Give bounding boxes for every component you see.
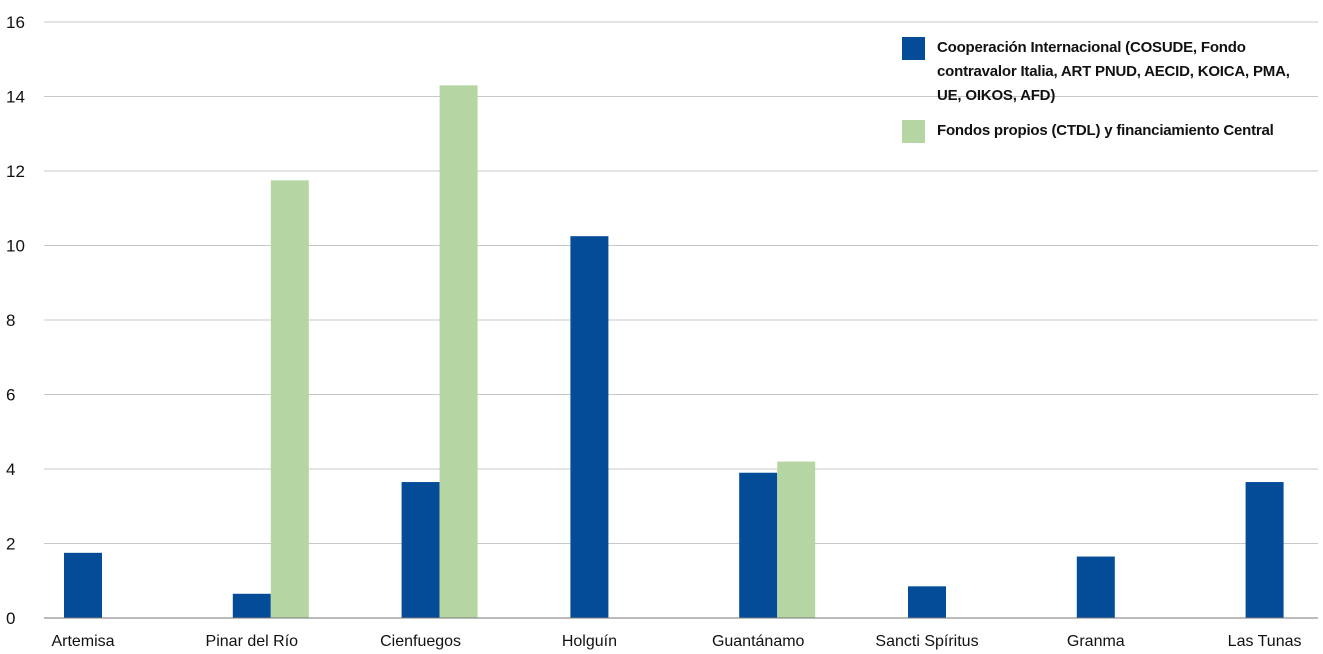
y-axis: 0 2 4 6 8 10 12 14 16: [6, 13, 25, 628]
legend-label-series-1: Cooperación Internacional (COSUDE, Fondo…: [937, 39, 1290, 104]
legend-label-series-2: Fondos propios (CTDL) y financiamiento C…: [937, 122, 1274, 139]
gridlines: [44, 21, 1318, 544]
x-category-label: Holguín: [562, 633, 617, 650]
bar-cooperacion: [739, 472, 778, 618]
bar-cooperacion: [570, 236, 609, 618]
bar-cooperacion: [232, 593, 271, 618]
y-tick-label: 6: [6, 386, 15, 405]
bar-fondos-propios: [270, 180, 309, 618]
bar-cooperacion: [401, 482, 440, 618]
x-axis: Artemisa Pinar del Río Cienfuegos Holguín Gu…: [44, 617, 1318, 650]
bar-cooperacion: [1245, 482, 1284, 618]
y-tick-label: 0: [6, 609, 15, 628]
y-tick-label: 2: [6, 535, 15, 554]
y-tick-label: 4: [6, 460, 15, 479]
bar-cooperacion: [1076, 556, 1115, 618]
x-category-label: Las Tunas: [1228, 633, 1302, 650]
legend-item-series-1: Cooperación Internacional (COSUDE, Fondo…: [902, 36, 1317, 108]
x-category-label: Cienfuegos: [380, 633, 461, 650]
y-tick-label: 14: [6, 88, 25, 107]
y-tick-label: 16: [6, 13, 25, 32]
y-tick-label: 12: [6, 162, 25, 181]
x-category-label: Guantánamo: [712, 633, 805, 650]
x-category-label: Artemisa: [51, 633, 114, 650]
bar-cooperacion: [64, 552, 102, 618]
legend-item-series-2: Fondos propios (CTDL) y financiamiento C…: [902, 119, 1317, 143]
y-tick-label: 8: [6, 311, 15, 330]
x-category-label: Granma: [1067, 633, 1125, 650]
bar-fondos-propios: [777, 461, 816, 618]
x-category-label: Pinar del Río: [206, 633, 299, 650]
x-category-label: Sancti Spíritus: [875, 633, 978, 650]
legend: Cooperación Internacional (COSUDE, Fondo…: [902, 36, 1317, 154]
bars: [64, 85, 1284, 618]
y-tick-label: 10: [6, 237, 25, 256]
legend-swatch-series-1: [902, 37, 925, 60]
bar-cooperacion: [908, 586, 946, 618]
bar-fondos-propios: [439, 85, 478, 618]
legend-swatch-series-2: [902, 120, 925, 143]
